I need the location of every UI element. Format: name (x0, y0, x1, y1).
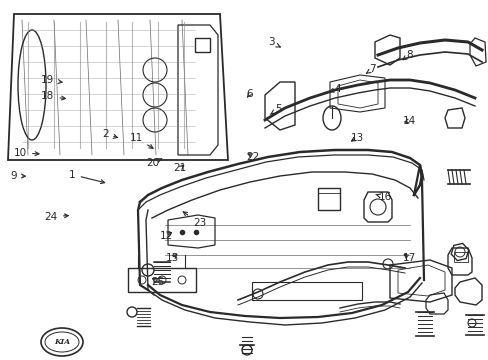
Bar (317, 188, 339, 210)
Text: 1: 1 (69, 170, 104, 184)
Text: 6: 6 (245, 89, 252, 99)
Text: 8: 8 (402, 50, 412, 60)
Text: 19: 19 (41, 75, 62, 85)
Text: 18: 18 (41, 91, 65, 102)
Text: 3: 3 (267, 37, 280, 48)
Text: 5: 5 (270, 104, 282, 114)
Text: 9: 9 (10, 171, 25, 181)
Text: 23: 23 (183, 212, 206, 228)
Text: 13: 13 (349, 132, 363, 143)
Text: 15: 15 (165, 253, 179, 264)
Text: 21: 21 (173, 163, 186, 174)
Text: 10: 10 (14, 148, 39, 158)
Bar (453, 252, 467, 262)
Text: 12: 12 (159, 231, 173, 241)
Text: 22: 22 (246, 152, 260, 162)
Text: 2: 2 (102, 129, 117, 139)
Text: 4: 4 (328, 84, 340, 94)
Bar (251, 282, 361, 300)
Bar (128, 268, 196, 292)
Text: 25: 25 (150, 276, 164, 287)
Text: 16: 16 (375, 192, 391, 202)
Text: 20: 20 (146, 158, 162, 168)
Text: 17: 17 (402, 253, 416, 264)
Text: 11: 11 (129, 132, 153, 148)
Text: 7: 7 (366, 64, 375, 74)
Text: 24: 24 (44, 212, 68, 222)
Text: 14: 14 (402, 116, 416, 126)
Text: KIA: KIA (54, 338, 70, 346)
